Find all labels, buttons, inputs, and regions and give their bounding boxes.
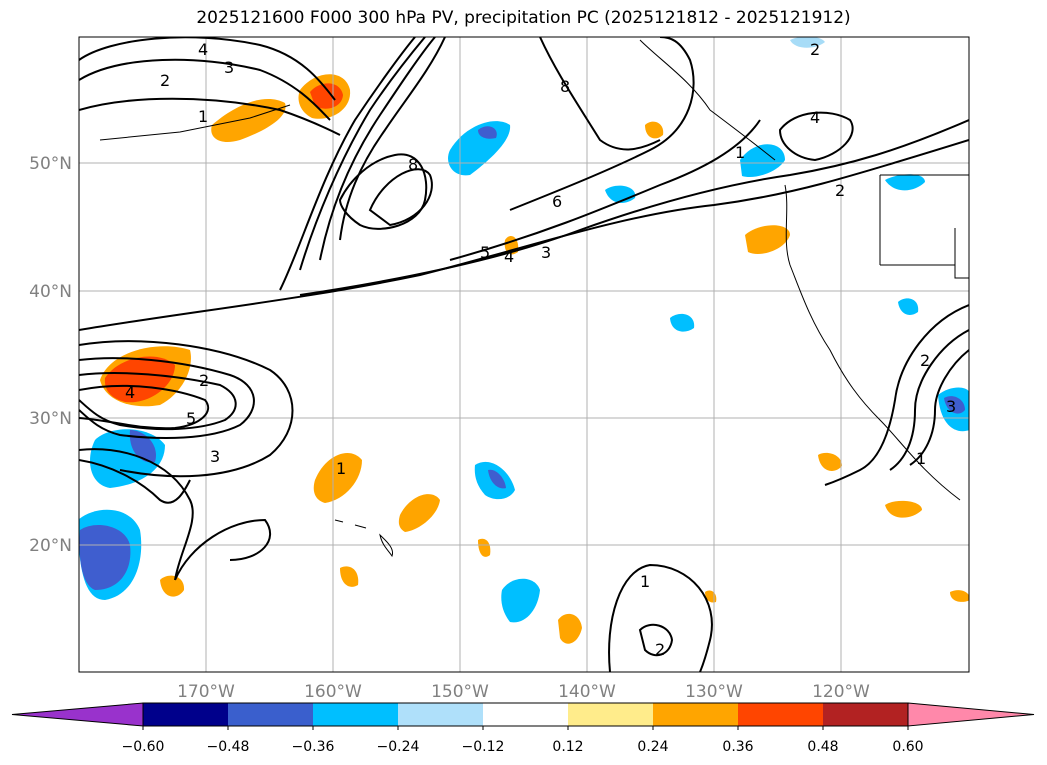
- contour-label: 2: [199, 371, 209, 390]
- colorbar-tick-label: 0.12: [552, 739, 583, 755]
- contour-label: 8: [560, 77, 570, 96]
- lat-label: 30°N: [29, 409, 72, 429]
- coastlines: [99, 39, 969, 558]
- lat-label: 20°N: [29, 536, 72, 556]
- lon-label: 170°W: [177, 682, 235, 702]
- contour-label: 4: [198, 40, 208, 59]
- colorbar-tick-label: 0.60: [892, 739, 923, 755]
- contour-label: 3: [210, 447, 220, 466]
- colorbar-tick-label: −0.36: [292, 739, 335, 755]
- lon-label: 140°W: [558, 682, 616, 702]
- colorbar-tick-label: 0.24: [637, 739, 668, 755]
- colorbar-segment: [143, 703, 228, 726]
- map-frame: [78, 36, 970, 673]
- colorbar-extend-right: [907, 702, 1035, 727]
- lon-label: 150°W: [431, 682, 489, 702]
- colorbar-outline: [142, 702, 909, 727]
- contour-label: 3: [541, 243, 551, 262]
- contour-label: 1: [735, 143, 745, 162]
- colorbar-segment: [738, 703, 823, 726]
- contour-label: 2: [835, 181, 845, 200]
- contour-label: 1: [916, 449, 926, 468]
- contour-label: 2: [655, 640, 665, 659]
- colorbar-tick-label: 0.48: [807, 739, 838, 755]
- colorbar-tick-label: −0.24: [377, 739, 420, 755]
- pv-contours: [79, 37, 969, 672]
- lon-label: 160°W: [304, 682, 362, 702]
- contour-label: 4: [125, 383, 135, 402]
- figure-title: 2025121600 F000 300 hPa PV, precipitatio…: [196, 8, 851, 28]
- colorbar-tick-label: −0.12: [462, 739, 505, 755]
- colorbar-segment: [568, 703, 653, 726]
- lon-label: 130°W: [685, 682, 743, 702]
- map-area: 4 3 2 1 8 5 4 6 3 8 4 2 2 4 5 2 3 1 1 2 …: [79, 37, 969, 672]
- contour-label: 1: [336, 459, 346, 478]
- colorbar-extend-left: [11, 702, 144, 727]
- colorbar-segment: [398, 703, 483, 726]
- contour-label: 3: [946, 397, 956, 416]
- colorbar-segment: [483, 703, 568, 726]
- contour-label: 4: [504, 247, 514, 266]
- lon-label: 120°W: [812, 682, 870, 702]
- contour-label: 1: [198, 107, 208, 126]
- contour-label: 4: [810, 108, 820, 127]
- colorbar-tick-label: 0.36: [722, 739, 753, 755]
- contour-labels: 4 3 2 1 8 5 4 6 3 8 4 2 2 4 5 2 3 1 1 2 …: [125, 40, 956, 659]
- contour-label: 1: [640, 572, 650, 591]
- lat-label: 50°N: [29, 154, 72, 174]
- contour-label: 8: [408, 155, 418, 174]
- contour-label: 5: [480, 243, 490, 262]
- longitude-labels: 170°W 160°W 150°W 140°W 130°W 120°W: [177, 682, 870, 702]
- colorbar-segment: [653, 703, 738, 726]
- contour-label: 5: [186, 409, 196, 428]
- contour-label: 6: [552, 192, 562, 211]
- colorbar-tick-label: −0.60: [122, 739, 165, 755]
- colorbar-segment: [228, 703, 313, 726]
- contour-label: 3: [224, 58, 234, 77]
- contour-label: 2: [810, 40, 820, 59]
- latitude-labels: 50°N 40°N 30°N 20°N: [29, 154, 72, 556]
- colorbar-segment: [823, 703, 908, 726]
- colorbar: −0.60 −0.48 −0.36 −0.24 −0.12 0.12 0.24 0.36 0.4…: [11, 702, 1035, 755]
- contour-label: 2: [920, 351, 930, 370]
- contour-label: 2: [160, 71, 170, 90]
- lat-label: 40°N: [29, 282, 72, 302]
- colorbar-tick-label: −0.48: [207, 739, 250, 755]
- colorbar-segment: [313, 703, 398, 726]
